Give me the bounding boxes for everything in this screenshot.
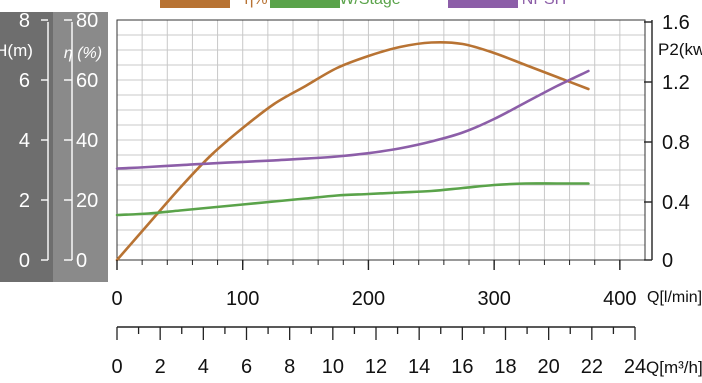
legend-label-2: NPSH: [522, 0, 566, 8]
head-axis-panel: [0, 12, 53, 282]
flow-m3h-tick-label: 8: [284, 356, 295, 378]
flow-lmin-tick-label: 300: [477, 288, 510, 310]
series-line-0: [115, 40, 590, 262]
flow-m3h-tick-label: 12: [365, 356, 387, 378]
legend-swatch-1: [270, 0, 340, 8]
efficiency-axis-panel: [53, 12, 108, 282]
power-axis-tick-label: 1.6: [662, 12, 690, 34]
flow-lmin-tick-label: 100: [226, 288, 259, 310]
flow-m3h-axis-title: Q[m³/h]: [646, 358, 702, 377]
head-axis-tick-label: 2: [19, 190, 30, 212]
flow-lmin-tick-label: 200: [352, 288, 385, 310]
flow-m3h-tick-label: 6: [241, 356, 252, 378]
head-axis-tick-label: 4: [19, 130, 30, 152]
flow-m3h-tick-label: 0: [111, 356, 122, 378]
flow-m3h-tick-label: 24: [624, 356, 646, 378]
flow-lmin-tick-label: 400: [603, 288, 636, 310]
flow-m3h-tick-label: 2: [155, 356, 166, 378]
flow-m3h-tick-label: 22: [581, 356, 603, 378]
power-axis-tick-label: 0.8: [662, 132, 690, 154]
flow-m3h-tick-label: 4: [198, 356, 209, 378]
legend-swatch-0: [160, 0, 230, 8]
legend-swatch-2: [448, 0, 518, 8]
head-axis-title: H(m): [0, 41, 33, 60]
legend-label-1: kW/Stage: [331, 0, 400, 8]
head-axis-tick-label: 8: [19, 10, 30, 32]
plot-frame: [116, 19, 646, 261]
power-axis-tick-label: 1.2: [662, 72, 690, 94]
flow-m3h-tick-label: 14: [408, 356, 430, 378]
series-lines: [115, 40, 590, 262]
power-axis-title: P2(kw: [658, 40, 702, 59]
efficiency-axis-tick-label: 40: [76, 130, 98, 152]
head-axis-tick-label: 0: [19, 250, 30, 272]
efficiency-axis-title: η (%): [64, 45, 102, 62]
legend-label-0: η%: [244, 0, 267, 8]
power-axis-tick-label: 0.4: [662, 192, 690, 214]
efficiency-axis-tick-label: 0: [76, 250, 87, 272]
flow-m3h-tick-label: 16: [451, 356, 473, 378]
series-line-1: [115, 182, 590, 217]
efficiency-axis-tick-label: 20: [76, 190, 98, 212]
axis-panels: [0, 12, 108, 282]
flow-lmin-tick-label: 0: [111, 288, 122, 310]
efficiency-axis-tick-label: 60: [76, 70, 98, 92]
series-line-2: [115, 69, 590, 170]
head-axis-tick-label: 6: [19, 70, 30, 92]
flow-m3h-tick-label: 18: [494, 356, 516, 378]
efficiency-axis-tick-label: 80: [76, 10, 98, 32]
power-axis-tick-label: 0: [662, 250, 673, 272]
flow-lmin-axis-title: Q[l/min]: [647, 289, 702, 306]
plot-grid: [116, 19, 646, 261]
flow-m3h-tick-label: 10: [322, 356, 344, 378]
legend: η% kW/Stage NPSH: [160, 0, 566, 8]
flow-m3h-tick-label: 20: [538, 356, 560, 378]
